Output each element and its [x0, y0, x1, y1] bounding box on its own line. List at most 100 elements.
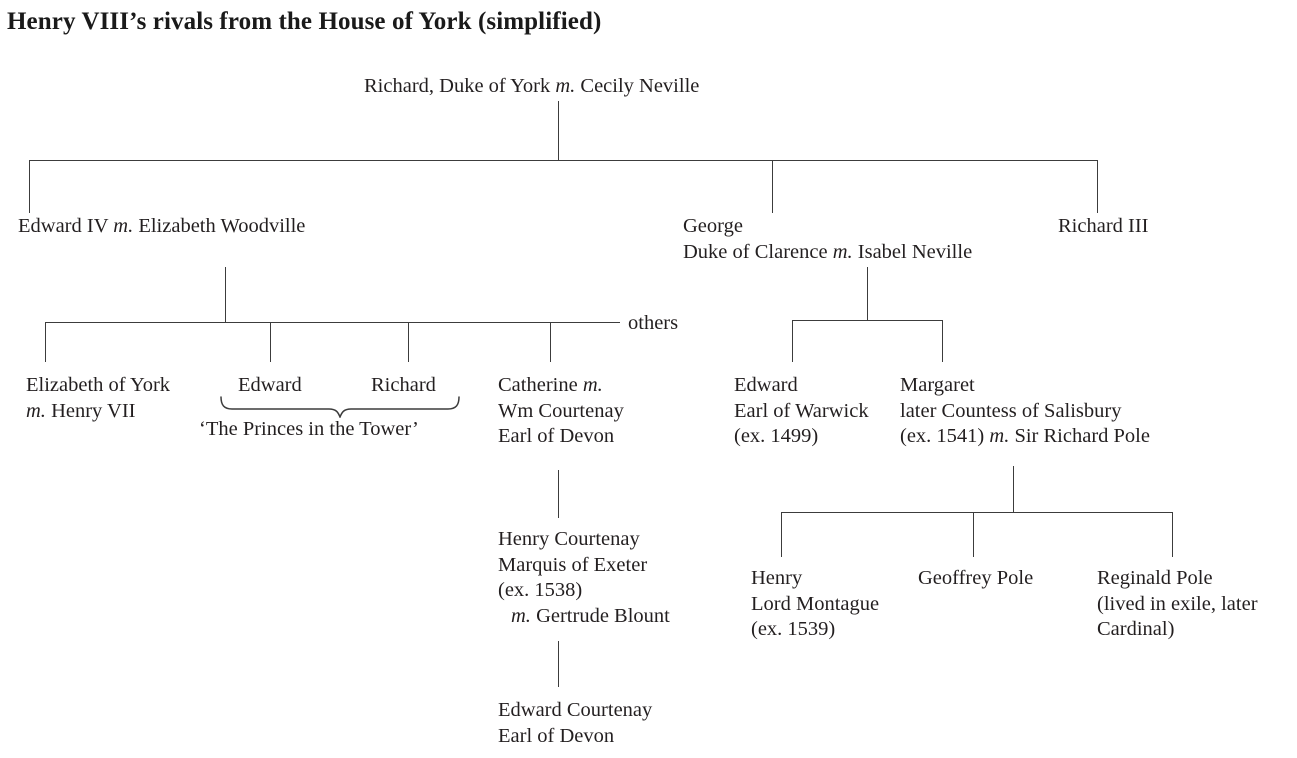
text: (ex. 1541): [900, 425, 990, 447]
richard-duke-of-york-line-1: Richard, Duke of York m. Cecily Neville: [364, 74, 699, 100]
node-prince-richard: Richard: [371, 373, 436, 399]
prince-richard-line-1: Richard: [371, 373, 436, 399]
node-george-duke-of-clarence: George Duke of Clarence m. Isabel Neville: [683, 214, 972, 265]
node-richard-iii: Richard III: [1058, 214, 1149, 240]
text: Richard III: [1058, 215, 1149, 237]
node-henry-lord-montague: Henry Lord Montague (ex. 1539): [751, 566, 879, 643]
node-henry-courtenay: Henry Courtenay Marquis of Exeter (ex. 153…: [498, 527, 670, 629]
catherine-courtenay-line-3: Earl of Devon: [498, 424, 624, 450]
connector-drop-elizabeth-of-york: [45, 322, 46, 362]
text: (ex. 1538): [498, 579, 583, 601]
richard-iii-line-1: Richard III: [1058, 214, 1149, 240]
george-duke-of-clarence-line-2: Duke of Clarence m. Isabel Neville: [683, 240, 972, 266]
connector-drop-george: [772, 160, 773, 213]
reginald-pole-line-2: (lived in exile, later: [1097, 592, 1258, 618]
catherine-courtenay-line-1: Catherine m.: [498, 373, 624, 399]
text: Cecily Neville: [575, 75, 700, 97]
connector-root-stem: [558, 101, 559, 161]
text: George: [683, 215, 743, 237]
text: Edward: [734, 374, 798, 396]
text: Gertrude Blount: [530, 604, 670, 627]
connector-drop-catherine: [550, 322, 551, 362]
henry-lord-montague-line-3: (ex. 1539): [751, 617, 879, 643]
connector-clarence-stem: [867, 267, 868, 320]
connector-drop-margaret: [942, 320, 943, 362]
text: Cardinal): [1097, 618, 1175, 640]
text: later Countess of Salisbury: [900, 399, 1122, 422]
node-margaret-countess-of-salisbury: Margaret later Countess of Salisbury (ex. …: [900, 373, 1150, 450]
marriage-abbrev: m.: [832, 240, 853, 263]
margaret-countess-of-salisbury-line-3: (ex. 1541) m. Sir Richard Pole: [900, 424, 1150, 450]
text: Earl of Devon: [498, 425, 615, 447]
text: Henry Courtenay: [498, 528, 640, 550]
connector-clarence-children-bar: [792, 320, 942, 321]
marriage-abbrev: m.: [555, 75, 576, 97]
connector-drop-reginald-pole: [1172, 512, 1173, 557]
text: Lord Montague: [751, 592, 880, 615]
edward-courtenay-line-2: Earl of Devon: [498, 724, 652, 750]
text: Earl of Devon: [498, 724, 615, 747]
text: Duke of Clarence: [683, 240, 833, 263]
henry-courtenay-line-2: Marquis of Exeter: [498, 553, 670, 579]
text: Elizabeth of York: [26, 374, 171, 396]
node-elizabeth-of-york: Elizabeth of York m. Henry VII: [26, 373, 170, 424]
edward-earl-of-warwick-line-2: Earl of Warwick: [734, 399, 869, 425]
text: Reginald Pole: [1097, 567, 1213, 589]
connector-drop-henry-montague: [781, 512, 782, 557]
page-title: Henry VIII’s rivals from the House of Yo…: [7, 8, 602, 35]
text: Henry VII: [45, 399, 136, 422]
henry-courtenay-line-1: Henry Courtenay: [498, 527, 670, 553]
henry-lord-montague-line-2: Lord Montague: [751, 592, 879, 618]
margaret-countess-of-salisbury-line-1: Margaret: [900, 373, 1150, 399]
connector-henry-to-edward-courtenay: [558, 641, 559, 687]
text: Wm Courtenay: [498, 399, 624, 422]
margaret-countess-of-salisbury-line-2: later Countess of Salisbury: [900, 399, 1150, 425]
node-reginald-pole: Reginald Pole (lived in exile, later Cardi…: [1097, 566, 1258, 643]
node-geoffrey-pole: Geoffrey Pole: [918, 566, 1033, 592]
reginald-pole-line-3: Cardinal): [1097, 617, 1258, 643]
connector-edward-iv-stem: [225, 267, 226, 322]
connector-drop-edward-iv: [29, 160, 30, 213]
connector-drop-prince-richard: [408, 322, 409, 362]
text: Isabel Neville: [852, 240, 973, 263]
marriage-abbrev: m.: [582, 374, 603, 396]
catherine-courtenay-line-2: Wm Courtenay: [498, 399, 624, 425]
node-edward-courtenay: Edward Courtenay Earl of Devon: [498, 698, 652, 749]
text: (ex. 1499): [734, 425, 819, 447]
node-catherine-courtenay: Catherine m. Wm Courtenay Earl of Devon: [498, 373, 624, 450]
connector-pole-children-bar: [781, 512, 1172, 513]
prince-edward-line-1: Edward: [238, 373, 302, 399]
edward-earl-of-warwick-line-1: Edward: [734, 373, 869, 399]
reginald-pole-line-1: Reginald Pole: [1097, 566, 1258, 592]
text: (lived in exile, later: [1097, 592, 1258, 615]
text: Catherine: [498, 374, 583, 396]
henry-courtenay-line-4: m. Gertrude Blount: [498, 604, 670, 630]
connector-catherine-to-henry-courtenay: [558, 470, 559, 518]
text: Edward IV: [18, 215, 114, 237]
text: Geoffrey Pole: [918, 567, 1034, 589]
george-duke-of-clarence-line-1: George: [683, 214, 972, 240]
text: Richard, Duke of York: [364, 75, 556, 97]
text: Henry: [751, 567, 803, 589]
text: Edward Courtenay: [498, 699, 653, 721]
node-prince-edward: Edward: [238, 373, 302, 399]
geoffrey-pole-line-1: Geoffrey Pole: [918, 566, 1033, 592]
text: Sir Richard Pole: [1009, 425, 1150, 447]
marriage-abbrev: m.: [989, 425, 1010, 447]
connector-pole-stem: [1013, 466, 1014, 513]
text: (ex. 1539): [751, 618, 836, 640]
text: Earl of Warwick: [734, 399, 869, 422]
connector-drop-edward-warwick: [792, 320, 793, 362]
text: Edward: [238, 374, 302, 396]
connector-drop-geoffrey-pole: [973, 512, 974, 557]
others-label: others: [628, 312, 679, 334]
henry-courtenay-line-3: (ex. 1538): [498, 578, 670, 604]
henry-lord-montague-line-1: Henry: [751, 566, 879, 592]
connector-drop-prince-edward: [270, 322, 271, 362]
text: Elizabeth Woodville: [133, 215, 306, 237]
marriage-abbrev: m.: [26, 399, 46, 422]
princes-brace: [218, 396, 462, 418]
connector-edward-iv-children-bar: [45, 322, 620, 323]
text: Marquis of Exeter: [498, 553, 648, 576]
